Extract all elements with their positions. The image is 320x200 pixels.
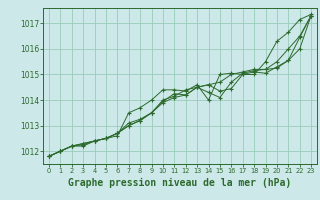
X-axis label: Graphe pression niveau de la mer (hPa): Graphe pression niveau de la mer (hPa)	[68, 178, 292, 188]
